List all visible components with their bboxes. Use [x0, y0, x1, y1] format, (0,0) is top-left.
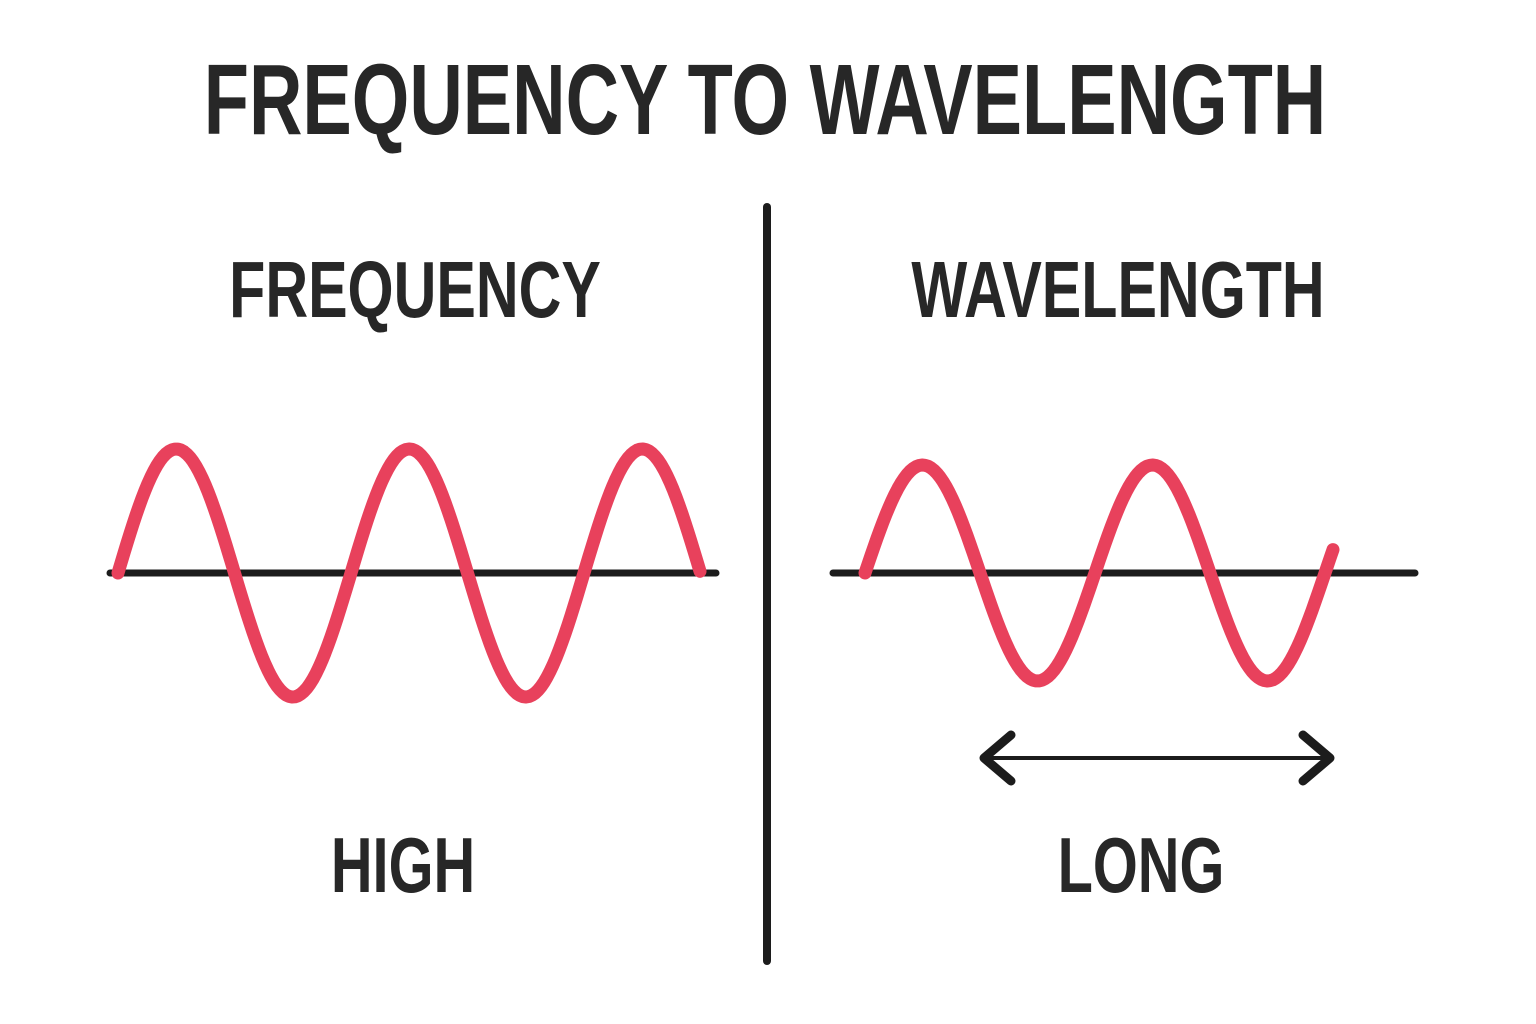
wavelength-arrow — [979, 730, 1335, 786]
frequency-value-label: HIGH — [330, 821, 476, 909]
arrow-right-head-icon — [1298, 730, 1335, 786]
arrow-left-head-icon — [979, 730, 1016, 786]
frequency-sine-wave — [111, 442, 707, 704]
frequency-panel-label: FREQUENCY — [229, 245, 601, 334]
diagram-title: FREQUENCY TO WAVELENGTH — [203, 44, 1327, 156]
wavelength-value-label: LONG — [1057, 821, 1225, 909]
wavelength-panel-label: WAVELENGTH — [911, 245, 1325, 334]
wavelength-sine-wave — [858, 458, 1340, 688]
